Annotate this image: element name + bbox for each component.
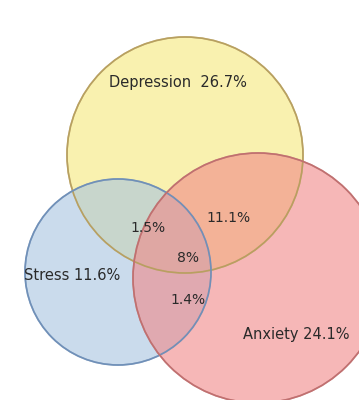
Text: 1.4%: 1.4% (171, 293, 206, 307)
Text: Anxiety 24.1%: Anxiety 24.1% (243, 328, 349, 342)
Text: 1.5%: 1.5% (130, 221, 165, 235)
Text: Stress 11.6%: Stress 11.6% (24, 268, 120, 282)
Circle shape (25, 179, 211, 365)
Text: 8%: 8% (177, 251, 199, 265)
Circle shape (133, 153, 359, 400)
Circle shape (67, 37, 303, 273)
Text: Depression  26.7%: Depression 26.7% (109, 74, 247, 90)
Text: 11.1%: 11.1% (206, 211, 250, 225)
